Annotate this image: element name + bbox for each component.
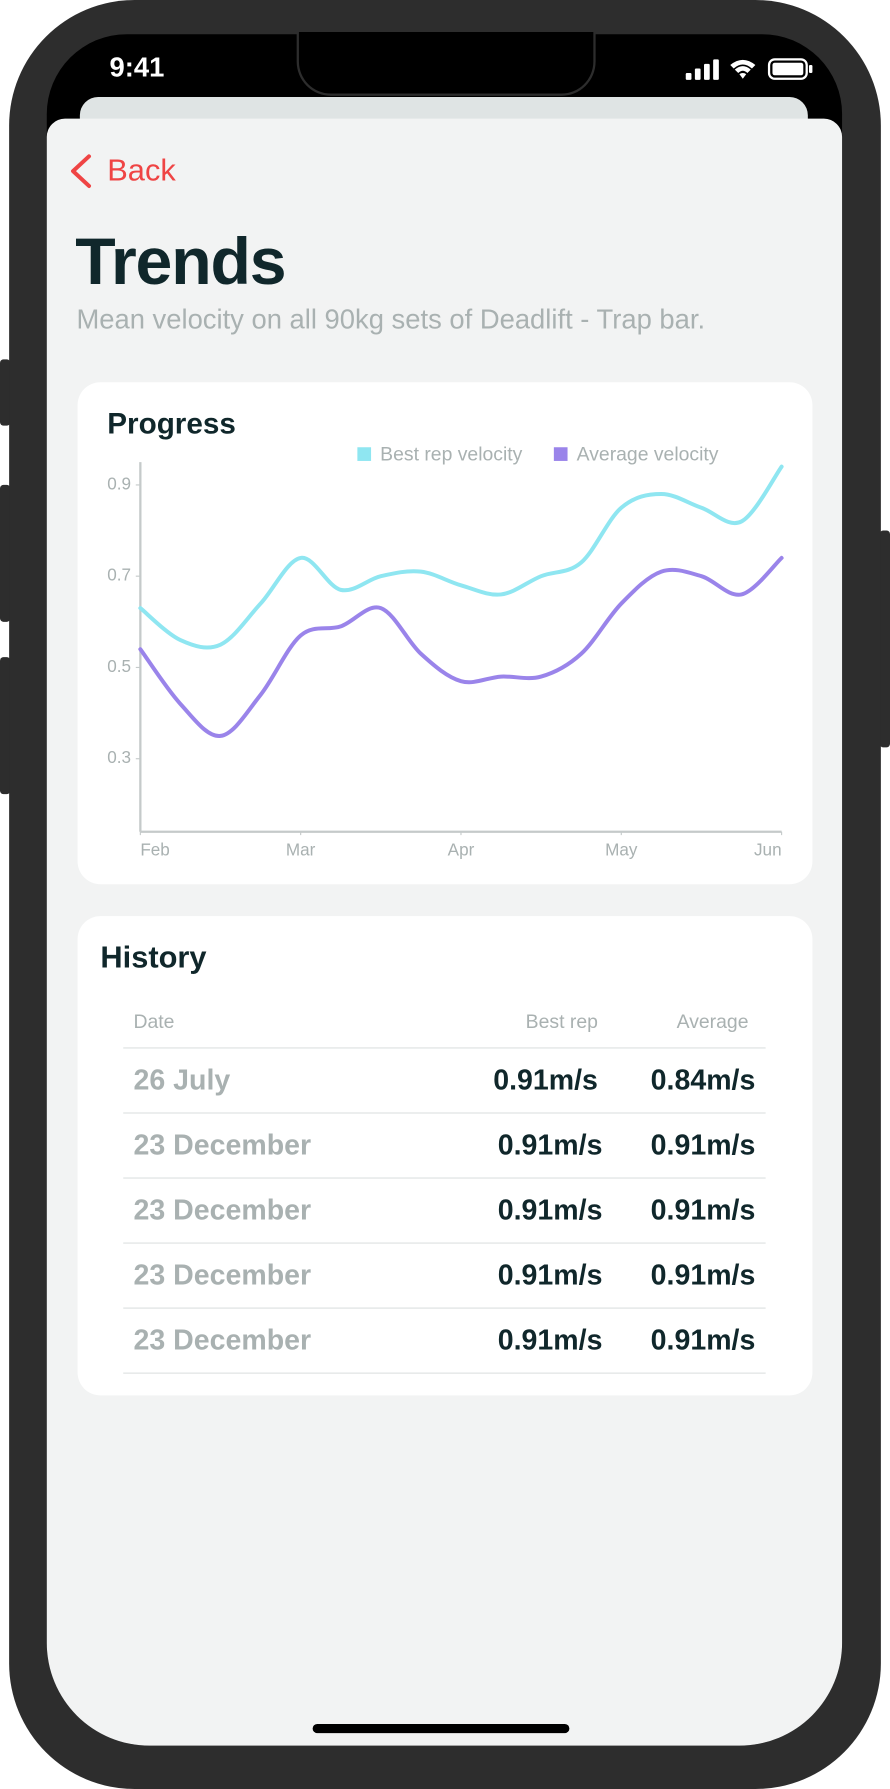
- legend-label: Average velocity: [577, 443, 719, 465]
- row-average: 0.91m/s: [650, 1259, 756, 1292]
- row-average: 0.84m/s: [650, 1064, 756, 1097]
- legend-swatch: [357, 447, 372, 461]
- row-best: 0.91m/s: [497, 1129, 603, 1162]
- x-tick-label: Jun: [754, 841, 782, 860]
- chart-card: [77, 382, 813, 885]
- row-best: 0.91m/s: [497, 1324, 603, 1357]
- row-rule: [123, 1307, 766, 1309]
- row-date: 23 December: [133, 1129, 312, 1162]
- chart-title: Progress: [107, 407, 236, 440]
- header-rule: [123, 1047, 766, 1049]
- y-tick-label: 0.9: [107, 474, 131, 493]
- row-best: 0.91m/s: [497, 1194, 603, 1227]
- back-chevron[interactable]: [66, 153, 96, 190]
- column-header: Date: [133, 1010, 175, 1033]
- home-indicator: [312, 1723, 570, 1734]
- row-rule: [123, 1177, 766, 1179]
- row-rule: [123, 1372, 766, 1374]
- row-date: 23 December: [133, 1259, 312, 1292]
- row-best: 0.91m/s: [493, 1064, 598, 1097]
- row-date: 23 December: [133, 1194, 312, 1227]
- history-card: [77, 916, 813, 1396]
- page-title: Trends: [75, 224, 286, 299]
- y-tick-label: 0.7: [107, 566, 131, 585]
- legend-swatch: [553, 447, 568, 461]
- status-icons: [685, 58, 813, 80]
- volume-up: [0, 484, 11, 622]
- y-tick-label: 0.5: [107, 657, 131, 676]
- row-average: 0.91m/s: [650, 1194, 756, 1227]
- x-tick-label: Mar: [286, 841, 316, 860]
- y-tick-label: 0.3: [107, 748, 131, 767]
- back-button[interactable]: Back: [107, 152, 176, 188]
- row-best: 0.91m/s: [497, 1259, 603, 1292]
- power-button: [879, 530, 890, 748]
- chart: Progress 0.3 0.5 0.7 0.9 Feb Mar Apr May Jun Best…: [107, 407, 784, 860]
- row-rule: [123, 1242, 766, 1244]
- column-header: Best rep: [525, 1010, 598, 1033]
- row-average: 0.91m/s: [650, 1129, 756, 1162]
- volume-down: [0, 657, 11, 795]
- column-header: Average: [676, 1010, 749, 1033]
- row-average: 0.91m/s: [650, 1324, 756, 1357]
- row-date: 26 July: [133, 1064, 231, 1097]
- line-series: [138, 555, 784, 738]
- legend-label: Best rep velocity: [380, 443, 522, 465]
- x-tick-label: May: [605, 841, 638, 860]
- history-title: History: [100, 940, 207, 975]
- x-tick-label: Apr: [448, 841, 475, 860]
- status-time: 9:41: [109, 52, 165, 84]
- x-tick-label: Feb: [140, 841, 169, 860]
- page-subtitle: Mean velocity on all 90kg sets of Deadli…: [76, 304, 706, 336]
- notch: [298, 31, 594, 94]
- row-rule: [123, 1112, 766, 1114]
- mute-switch: [0, 359, 11, 426]
- line-series: [138, 464, 784, 650]
- row-date: 23 December: [133, 1324, 312, 1357]
